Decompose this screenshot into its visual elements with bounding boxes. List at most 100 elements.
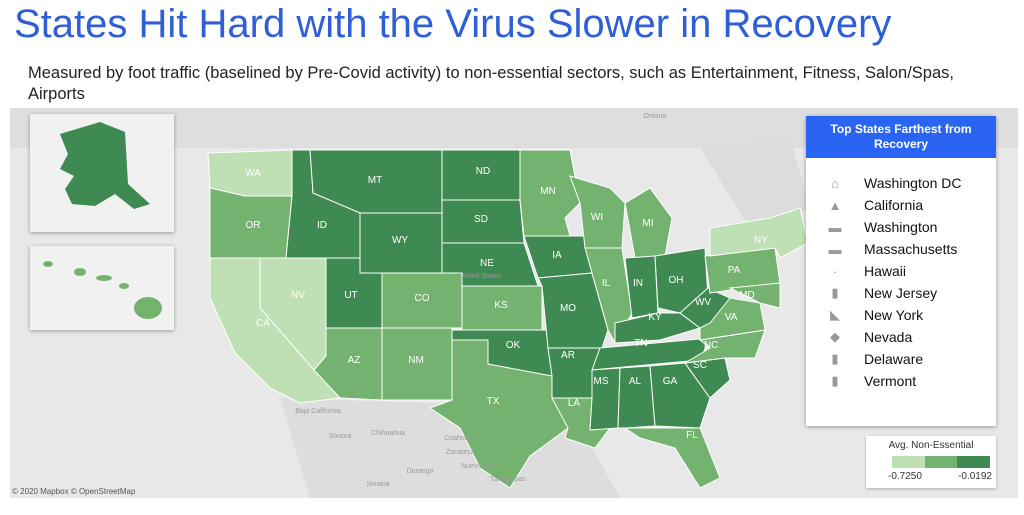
top-states-list: ⌂ Washington DC ▲ California ▬ Washington ▬… [806, 172, 996, 392]
state-MN[interactable] [519, 149, 581, 237]
state-label-SD: SD [474, 214, 488, 225]
state-name: Hawaii [864, 263, 907, 279]
state-AL[interactable] [617, 365, 656, 429]
color-scale-min: -0.7250 [888, 471, 922, 482]
state-label-AZ: AZ [348, 355, 361, 366]
color-scale-bar [892, 456, 991, 468]
state-label-SC: SC [693, 360, 707, 371]
state-label-FL: FL [686, 430, 698, 441]
state-shape-icon: ▮ [831, 285, 839, 300]
state-name: Delaware [864, 351, 924, 367]
place-label: Durango [407, 468, 434, 475]
state-shape-icon: · [832, 263, 838, 279]
list-item[interactable]: ▬ Massachusetts [806, 238, 996, 260]
state-name: Washington DC [864, 175, 962, 191]
scale-swatch-mid [924, 456, 958, 468]
place-label: Coahuila [444, 435, 472, 442]
list-item[interactable]: ▮ New Jersey [806, 282, 996, 304]
hawaii-inset[interactable] [30, 246, 174, 330]
state-label-CA: CA [256, 318, 270, 329]
page-subtitle: Measured by foot traffic (baselined by P… [28, 64, 954, 103]
color-scale-legend: Avg. Non-Essential -0.7250 -0.0192 [866, 436, 996, 488]
state-shape-icon: ▮ [831, 351, 839, 366]
state-HI[interactable] [43, 261, 162, 319]
state-GA[interactable] [649, 362, 711, 429]
state-label-ID: ID [317, 220, 327, 231]
state-AK[interactable] [60, 122, 150, 209]
list-item[interactable]: ▲ California [806, 194, 996, 216]
state-label-IN: IN [633, 278, 643, 289]
place-label: Tamaulipas [490, 476, 526, 483]
state-name: Nevada [864, 329, 913, 345]
state-label-TN: TN [634, 338, 647, 349]
state-label-KS: KS [494, 300, 508, 311]
state-FL[interactable] [623, 427, 721, 489]
list-item[interactable]: ⌂ Washington DC [806, 172, 996, 194]
state-label-MO: MO [560, 303, 576, 314]
great-lakes-area [700, 138, 810, 228]
place-label: Chihuahua [371, 430, 405, 437]
state-label-AL: AL [629, 376, 642, 387]
state-label-IL: IL [602, 278, 611, 289]
state-WV[interactable] [679, 287, 731, 329]
list-item[interactable]: ◣ New York [806, 304, 996, 326]
color-scale-max: -0.0192 [958, 471, 992, 482]
state-label-CO: CO [415, 293, 430, 304]
list-item[interactable]: ▮ Delaware [806, 348, 996, 370]
state-shape-icon: ◣ [830, 307, 840, 322]
page-title: States Hit Hard with the Virus Slower in… [14, 2, 892, 46]
state-name: New Jersey [864, 285, 938, 301]
color-scale-title: Avg. Non-Essential [888, 440, 974, 451]
state-name: Washington [864, 219, 938, 235]
states-layer [207, 149, 809, 489]
state-shape-icon: ▲ [828, 197, 842, 213]
state-label-NE: NE [480, 258, 494, 269]
state-label-PA: PA [728, 265, 741, 276]
state-label-NY: NY [754, 235, 768, 246]
state-label-VA: VA [725, 312, 738, 323]
list-item[interactable]: ◆ Nevada [806, 326, 996, 348]
state-label-AR: AR [561, 350, 575, 361]
state-MD[interactable] [728, 282, 781, 309]
state-shape-icon: ◆ [830, 329, 840, 344]
state-label-WI: WI [591, 212, 603, 223]
state-label-LA: LA [568, 398, 581, 409]
list-item[interactable]: · Hawaii [806, 260, 996, 282]
state-MI[interactable] [624, 187, 673, 259]
place-label: Nuevo León [461, 463, 499, 470]
state-label-KY: KY [648, 312, 662, 323]
list-item[interactable]: ▬ Washington [806, 216, 996, 238]
place-label: Baja California [295, 408, 341, 415]
state-NY[interactable] [709, 207, 809, 259]
map-copyright: © 2020 Mapbox © OpenStreetMap [12, 487, 136, 496]
state-label-OK: OK [506, 340, 521, 351]
state-label-NC: NC [704, 340, 718, 351]
state-label-UT: UT [344, 290, 357, 301]
state-label-WA: WA [245, 168, 261, 179]
state-MS[interactable] [589, 367, 621, 431]
list-item[interactable]: ▮ Vermont [806, 370, 996, 392]
state-label-MD: MD [739, 290, 755, 301]
place-labels: Ontario Baja California Chihuahua Coahui… [295, 113, 666, 488]
state-label-WY: WY [392, 235, 408, 246]
state-name: California [864, 197, 924, 213]
state-TX[interactable] [428, 339, 571, 489]
place-label: Sinaloa [366, 481, 389, 488]
state-label-NV: NV [291, 290, 305, 301]
alaska-map [30, 114, 174, 232]
state-label-TX: TX [487, 396, 500, 407]
state-label-MN: MN [540, 186, 556, 197]
place-label: Zacatecas [446, 449, 479, 456]
alaska-inset[interactable] [30, 114, 174, 232]
state-shape-icon: ▬ [828, 219, 842, 235]
scale-swatch-dark [957, 456, 991, 468]
state-name: Vermont [864, 373, 917, 389]
top-states-header: Top States Farthest from Recovery [806, 116, 996, 158]
state-label-MS: MS [594, 376, 609, 387]
state-name: Massachusetts [864, 241, 958, 257]
canada-area [10, 108, 1018, 148]
place-label: Ontario [644, 113, 667, 120]
state-label-ND: ND [476, 166, 490, 177]
state-label-IA: IA [552, 250, 562, 261]
capitol-icon: ⌂ [831, 175, 839, 191]
